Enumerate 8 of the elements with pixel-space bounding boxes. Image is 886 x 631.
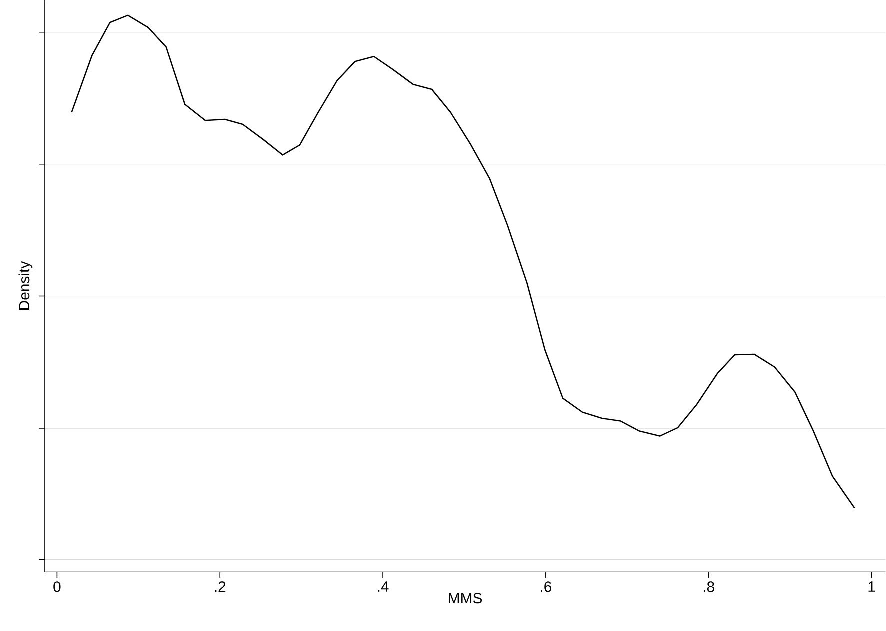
y-axis-title: Density — [18, 261, 33, 310]
x-tick-label: 0 — [54, 582, 61, 592]
x-tick-label: .2 — [215, 582, 226, 592]
x-tick-label: .4 — [378, 582, 389, 592]
x-axis-title: MMS — [449, 593, 482, 604]
x-tick-label: .6 — [541, 582, 552, 592]
x-tick-label: .8 — [704, 582, 714, 592]
x-tick-label: 1 — [868, 582, 876, 592]
